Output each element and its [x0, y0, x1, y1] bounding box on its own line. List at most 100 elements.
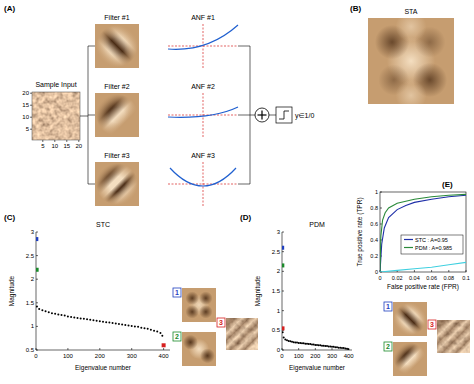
image-blob: [396, 18, 427, 42]
connector: [88, 115, 95, 116]
image-base: [182, 332, 216, 366]
connector: [238, 115, 250, 116]
point: [96, 320, 98, 322]
point: [112, 322, 114, 324]
point: [316, 344, 318, 346]
y-tick: [282, 251, 284, 252]
plot-frame: [380, 192, 466, 272]
y-tick: [36, 326, 38, 327]
point: [51, 312, 53, 314]
point: [99, 320, 101, 322]
x-tick-label: 200: [310, 353, 321, 359]
point: [156, 331, 158, 333]
image-envelope: [393, 342, 427, 376]
point: [137, 326, 139, 328]
x-tick-label: 400: [344, 353, 355, 359]
x-tick-label: 20: [75, 143, 82, 149]
connector: [88, 184, 95, 185]
image-blob: [199, 291, 213, 305]
point: [83, 318, 85, 320]
crosshair: [168, 115, 238, 116]
point: [283, 336, 285, 338]
image-stripes: [437, 320, 470, 353]
y-tick-label: 2: [31, 276, 35, 282]
point: [296, 342, 298, 344]
point: [329, 345, 331, 347]
number-box: [173, 332, 181, 341]
y-tick-label: 0.6: [370, 221, 378, 227]
panel-label: (E): [442, 180, 453, 189]
point: [323, 345, 325, 347]
point: [92, 319, 94, 321]
point: [291, 341, 293, 343]
point: [54, 313, 56, 315]
point: [115, 323, 117, 325]
image-blob: [185, 305, 199, 319]
y-tick-label: 0.8: [370, 205, 378, 211]
y-tick-label: 5: [26, 126, 30, 132]
thumbnail-number: 3: [430, 321, 434, 328]
x-tick: [78, 140, 79, 142]
point: [38, 308, 40, 310]
image-envelope: [95, 93, 139, 137]
point: [161, 335, 163, 337]
image-stripes: [95, 24, 139, 68]
y-tick-label: 2: [277, 268, 281, 274]
y-tick-label: 20: [22, 90, 29, 96]
point: [147, 328, 149, 330]
x-axis-label: False positive rate (FPR): [387, 283, 459, 291]
point: [61, 314, 63, 316]
y-tick-label: 1.5: [272, 288, 281, 294]
connector: [80, 116, 88, 117]
image-base: [393, 342, 427, 376]
image-base: [95, 162, 139, 206]
eigenvector-image: [226, 318, 258, 350]
number-box: [173, 288, 181, 297]
x-tick: [414, 270, 415, 272]
point: [128, 324, 130, 326]
sample-input-image: [32, 92, 80, 140]
point: [45, 310, 47, 312]
y-tick-label: 1.5: [26, 300, 35, 306]
point: [64, 315, 66, 317]
y-tick-label: 3: [31, 229, 35, 235]
y-tick-label: 0: [375, 269, 378, 275]
image-noise: [32, 92, 80, 140]
image-blob: [396, 80, 427, 104]
plot-area: [282, 246, 349, 350]
y-tick-label: 0.5: [26, 347, 35, 353]
filter-image: [95, 24, 139, 68]
point: [89, 319, 91, 321]
point: [118, 323, 120, 325]
point: [140, 327, 142, 329]
nonlinearity-curve: [168, 25, 238, 49]
x-tick-label: 0.1: [462, 275, 470, 281]
crosshair: [168, 184, 238, 185]
line: [380, 194, 466, 272]
panel-label: (D): [240, 213, 251, 222]
point: [333, 346, 335, 348]
filter-title: Filter #1: [104, 14, 129, 21]
x-tick: [42, 140, 43, 142]
y-tick-label: 1: [375, 189, 378, 195]
legend-swatch: [404, 239, 413, 240]
point: [282, 263, 284, 267]
chart-title: PDM: [309, 221, 325, 228]
y-tick-label: 0.2: [370, 253, 378, 259]
image-blob: [185, 291, 199, 305]
nonlinearity-title: ANF #1: [191, 14, 215, 21]
y-tick: [282, 350, 284, 351]
point: [288, 340, 290, 342]
x-tick: [431, 270, 432, 272]
y-tick: [380, 208, 382, 209]
x-tick: [466, 270, 467, 272]
point: [134, 325, 136, 327]
filter-title: Filter #2: [104, 83, 129, 90]
x-tick: [99, 348, 100, 350]
x-tick-label: 100: [294, 353, 305, 359]
y-axis: [36, 232, 37, 350]
image-base: [437, 320, 470, 353]
y-tick: [30, 105, 32, 106]
connector: [269, 115, 276, 116]
y-tick-label: 2.5: [272, 249, 281, 255]
